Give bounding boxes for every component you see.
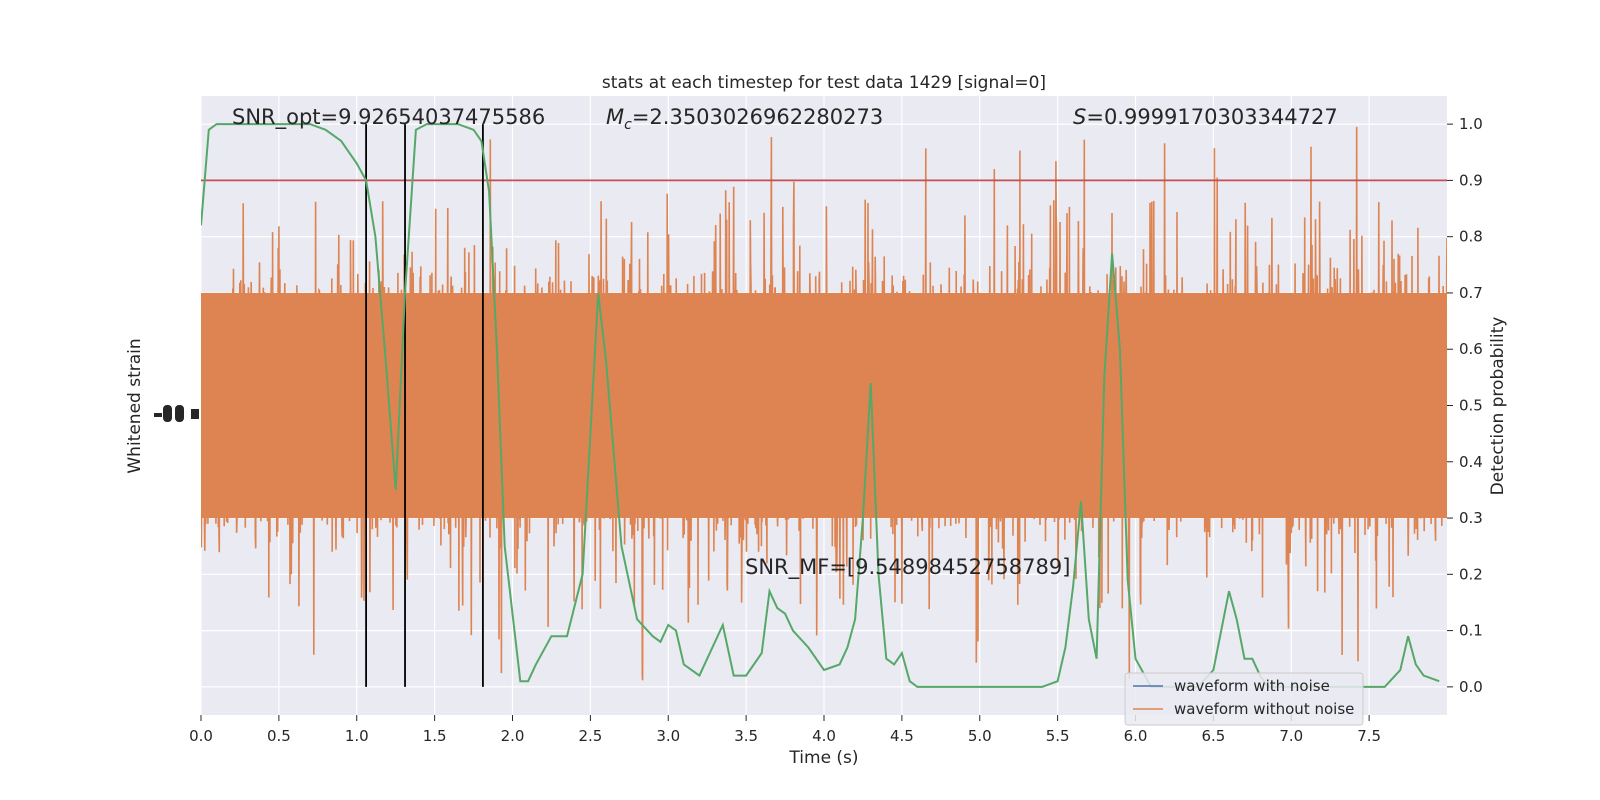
- y-tick-label: 1.0: [1459, 115, 1483, 133]
- y-tick-label: 0.6: [1459, 340, 1483, 358]
- x-tick-label: 3.0: [656, 727, 680, 745]
- chirp-mass-subscript: c: [624, 117, 632, 133]
- snr-opt-annotation: SNR_opt=9.92654037475586: [232, 105, 545, 130]
- y-tick-label: 0.7: [1459, 284, 1483, 302]
- x-tick-label: 7.5: [1357, 727, 1381, 745]
- s-value: =0.9999170303344727: [1086, 105, 1337, 129]
- x-tick-label: 2.5: [578, 727, 602, 745]
- chart-title: stats at each timestep for test data 142…: [602, 73, 1046, 93]
- x-tick-label: 1.5: [423, 727, 447, 745]
- y-axis-label-left: Whitened strain: [125, 338, 145, 473]
- x-tick-label: 7.0: [1279, 727, 1303, 745]
- x-tick-label: 1.0: [345, 727, 369, 745]
- x-tick-label: 4.0: [812, 727, 836, 745]
- x-tick-label: 6.0: [1124, 727, 1148, 745]
- chirp-mass-value: =2.350302696228027​3: [632, 105, 883, 129]
- y-tick-label: 0.3: [1459, 509, 1483, 527]
- left-axis-glyphs: [154, 405, 199, 422]
- y-tick-label: 0.2: [1459, 565, 1483, 583]
- chirp-mass-annotation: Mc=2.350302696228027​3: [606, 105, 883, 133]
- s-symbol: S: [1073, 105, 1086, 129]
- y-axis-label-right: Detection probability: [1488, 317, 1508, 496]
- y-tick-label: 0.0: [1459, 678, 1483, 696]
- s-annotation: S=0.9999170303344727: [1073, 105, 1338, 129]
- x-tick-label: 3.5: [734, 727, 758, 745]
- legend-label-with-noise: waveform with noise: [1174, 677, 1330, 695]
- y-ticks-right: 0.0 0.1 0.2 0.3 0.4 0.5 0.6 0.7 0.8 0.9 1.0: [1447, 115, 1483, 696]
- legend: waveform with noise waveform without noi…: [1124, 672, 1364, 726]
- x-tick-label: 6.5: [1201, 727, 1225, 745]
- x-ticks: 0.0 0.5 1.0 1.5 2.0 2.5 3.0 3.5 4.0 4.5 5.0 5.5 6.0 6…: [189, 715, 1381, 745]
- legend-box: [1124, 672, 1364, 726]
- y-tick-label: 0.1: [1459, 622, 1483, 640]
- x-tick-label: 0.5: [267, 727, 291, 745]
- waveform-without-noise-line: [201, 126, 1447, 681]
- vertical-markers: [365, 124, 484, 687]
- x-tick-label: 0.0: [189, 727, 213, 745]
- x-tick-label: 5.0: [968, 727, 992, 745]
- x-axis-label: Time (s): [788, 748, 858, 768]
- detection-probability-line: [201, 123, 1440, 688]
- snr-mf-annotation: SNR_MF=[9.54898452758789]: [745, 555, 1070, 580]
- legend-label-without-noise: waveform without noise: [1174, 700, 1354, 718]
- y-tick-label: 0.4: [1459, 453, 1483, 471]
- y-tick-label: 0.9: [1459, 171, 1483, 189]
- x-tick-label: 4.5: [890, 727, 914, 745]
- waveform-without-noise-series: [201, 126, 1447, 681]
- y-tick-label: 0.5: [1459, 397, 1483, 415]
- chirp-mass-symbol: M: [606, 105, 624, 129]
- x-tick-label: 5.5: [1046, 727, 1070, 745]
- detection-probability-layer: [201, 123, 1440, 688]
- y-tick-label: 0.8: [1459, 228, 1483, 246]
- x-tick-label: 2.0: [501, 727, 525, 745]
